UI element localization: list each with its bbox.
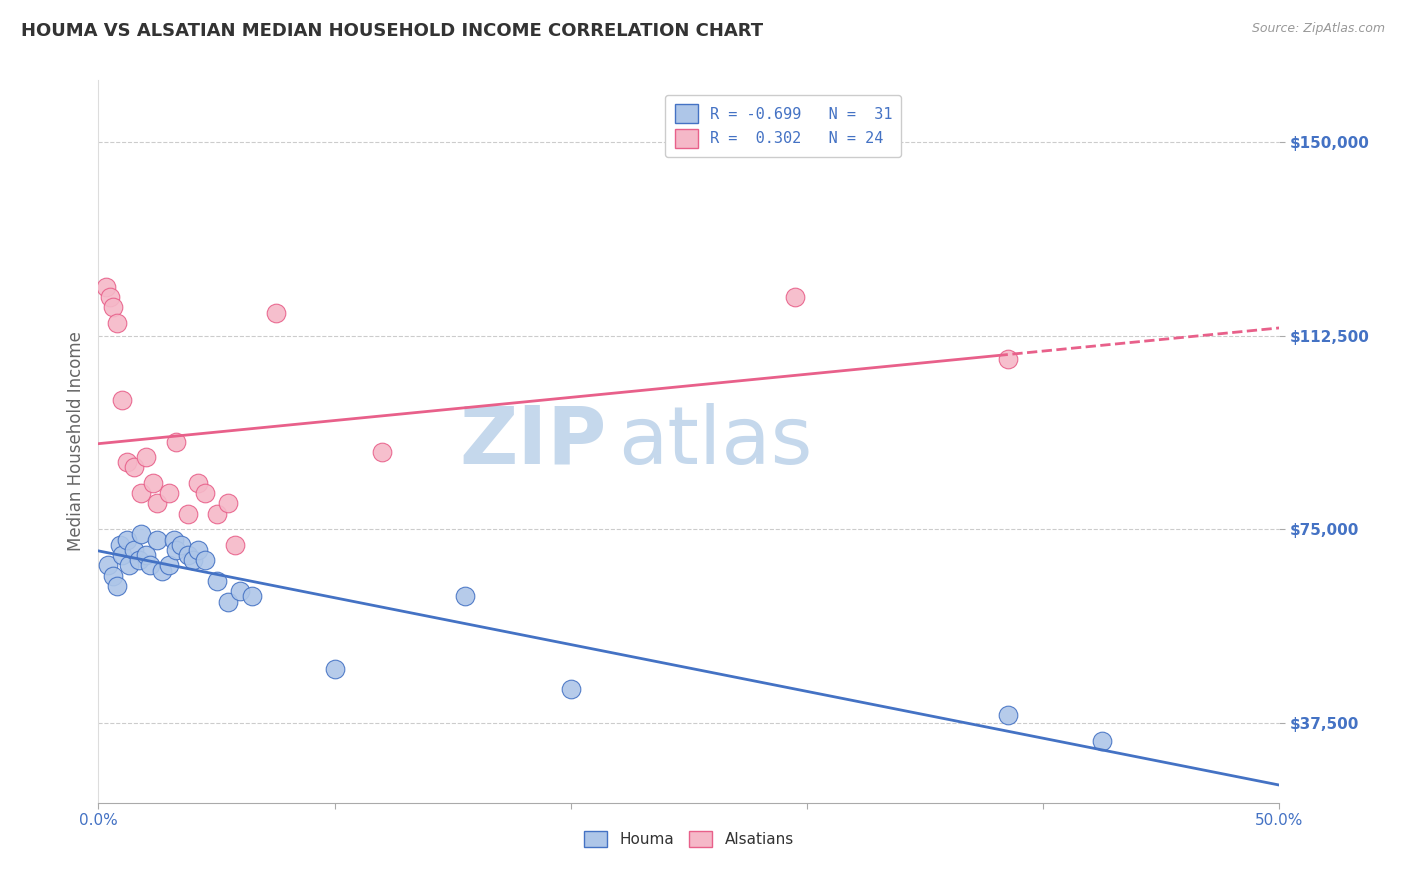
Point	[1091, 734, 1114, 748]
Point	[118, 558, 141, 573]
Point	[111, 548, 134, 562]
Point	[142, 475, 165, 490]
Point	[105, 316, 128, 330]
Point	[122, 460, 145, 475]
Point	[146, 496, 169, 510]
Point	[371, 445, 394, 459]
Point	[150, 564, 173, 578]
Point	[560, 682, 582, 697]
Text: Source: ZipAtlas.com: Source: ZipAtlas.com	[1251, 22, 1385, 36]
Point	[94, 279, 117, 293]
Point	[101, 301, 124, 315]
Point	[98, 290, 121, 304]
Point	[135, 450, 157, 464]
Point	[97, 558, 120, 573]
Point	[177, 548, 200, 562]
Y-axis label: Median Household Income: Median Household Income	[66, 332, 84, 551]
Point	[108, 538, 131, 552]
Point	[229, 584, 252, 599]
Text: ZIP: ZIP	[458, 402, 606, 481]
Point	[111, 393, 134, 408]
Point	[177, 507, 200, 521]
Point	[163, 533, 186, 547]
Point	[187, 542, 209, 557]
Point	[165, 434, 187, 449]
Point	[115, 533, 138, 547]
Point	[194, 486, 217, 500]
Point	[129, 527, 152, 541]
Point	[187, 475, 209, 490]
Point	[165, 542, 187, 557]
Point	[785, 290, 807, 304]
Point	[205, 507, 228, 521]
Point	[224, 538, 246, 552]
Point	[115, 455, 138, 469]
Point	[323, 662, 346, 676]
Text: HOUMA VS ALSATIAN MEDIAN HOUSEHOLD INCOME CORRELATION CHART: HOUMA VS ALSATIAN MEDIAN HOUSEHOLD INCOM…	[21, 22, 763, 40]
Text: atlas: atlas	[619, 402, 813, 481]
Point	[135, 548, 157, 562]
Point	[128, 553, 150, 567]
Legend: Houma, Alsatians: Houma, Alsatians	[578, 825, 800, 853]
Point	[997, 708, 1019, 723]
Point	[105, 579, 128, 593]
Point	[997, 351, 1019, 366]
Point	[240, 590, 263, 604]
Point	[157, 486, 180, 500]
Point	[157, 558, 180, 573]
Point	[453, 590, 475, 604]
Point	[205, 574, 228, 588]
Point	[122, 542, 145, 557]
Point	[146, 533, 169, 547]
Point	[194, 553, 217, 567]
Point	[101, 568, 124, 582]
Point	[129, 486, 152, 500]
Point	[217, 594, 239, 608]
Point	[170, 538, 193, 552]
Point	[217, 496, 239, 510]
Point	[139, 558, 162, 573]
Point	[264, 305, 287, 319]
Point	[181, 553, 204, 567]
